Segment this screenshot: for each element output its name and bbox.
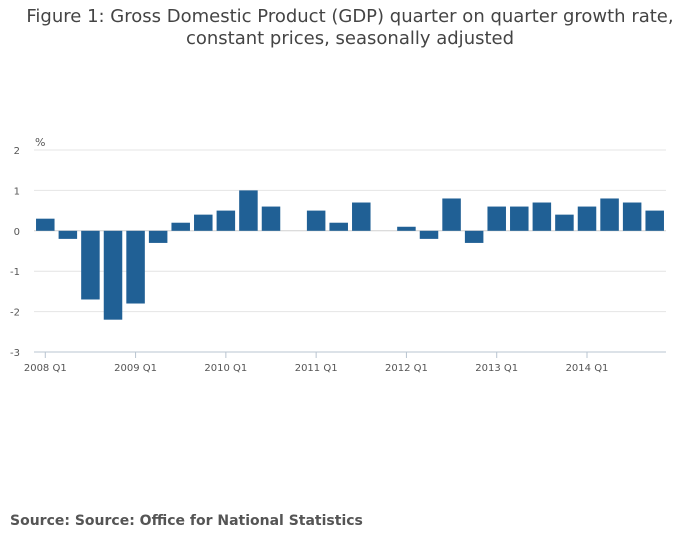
bar-2012-q1 [397,226,416,231]
x-tick-label: 2011 Q1 [295,363,338,374]
bar-2009-q4 [194,214,213,231]
x-tick-label: 2013 Q1 [475,363,518,374]
x-tick-label: 2014 Q1 [566,363,609,374]
bar-2014-q3 [622,202,642,231]
bar-2010-q2 [239,190,258,231]
x-tick-label: 2010 Q1 [204,363,247,374]
bar-2011-q1 [306,210,326,231]
source-note: Source: Source: Office for National Stat… [10,513,363,529]
bar-2009-q1 [126,230,145,304]
bar-2013-q1 [487,206,506,231]
y-axis-label: % [35,136,45,149]
bar-2009-q3 [171,222,190,231]
chart-title-line-1: Figure 1: Gross Domestic Product (GDP) q… [26,6,674,27]
y-tick-label: 1 [14,186,20,197]
bar-2010-q3 [261,206,281,231]
bar-2013-q4 [555,214,574,231]
y-tick-label: -2 [10,308,20,319]
bar-2014-q2 [600,198,619,231]
bar-2011-q3 [352,202,371,231]
bar-2008-q4 [103,230,123,320]
x-tick-label: 2012 Q1 [385,363,428,374]
bar-2014-q1 [577,206,597,231]
bar-2012-q3 [442,198,461,231]
chart-title-line-2: constant prices, seasonally adjusted [185,28,515,49]
bar-2012-q2 [419,230,439,239]
bar-2013-q2 [510,206,529,231]
chart-title: Figure 1: Gross Domestic Product (GDP) q… [0,6,700,50]
bar-2008-q2 [58,230,78,239]
bar-2013-q3 [532,202,552,231]
y-tick-label: -1 [10,267,20,278]
bar-2010-q1 [216,210,236,231]
bar-2012-q4 [464,230,484,243]
y-tick-label: 2 [14,146,20,157]
x-tick-label: 2009 Q1 [114,363,157,374]
bar-2008-q3 [81,230,100,300]
y-tick-label: 0 [14,227,20,238]
y-tick-label: -3 [10,348,20,359]
x-tick-label: 2008 Q1 [24,363,67,374]
bar-2014-q4 [645,210,664,231]
bar-2009-q2 [148,230,168,243]
bar-2011-q2 [329,222,348,231]
bar-2008-q1 [36,218,55,231]
